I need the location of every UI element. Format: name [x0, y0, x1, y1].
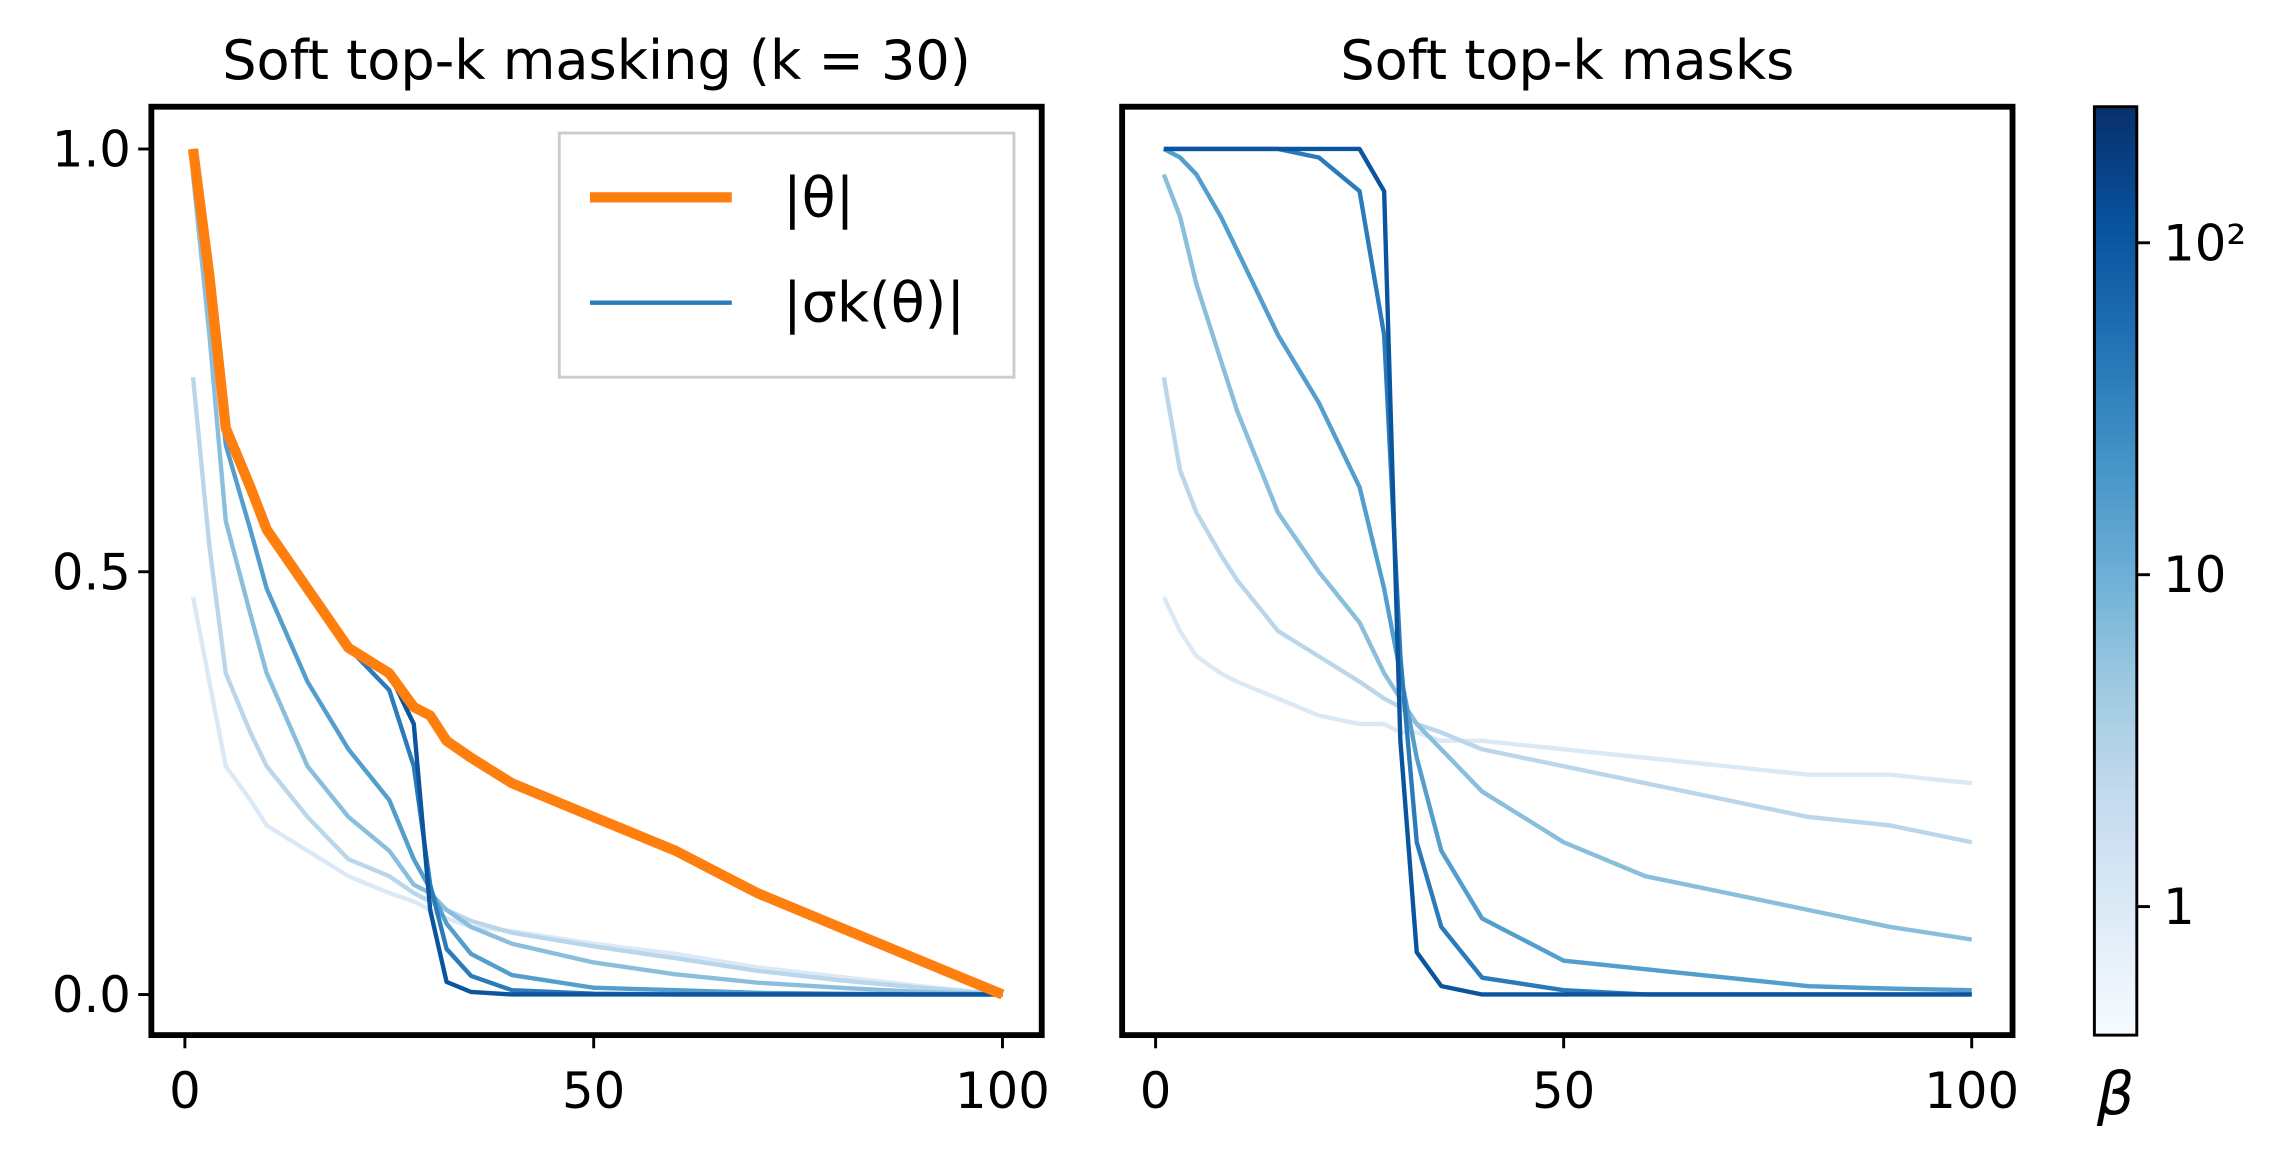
x-tick-label: 0: [169, 1062, 201, 1120]
x-tick-label: 50: [1532, 1062, 1595, 1120]
series-line: [1163, 146, 1972, 997]
series-line: [1162, 147, 1972, 993]
chart-title: Soft top-k masking (k = 30): [222, 29, 971, 92]
y-tick-label: 0.5: [52, 543, 131, 601]
x-tick-label: 100: [1924, 1062, 2019, 1120]
y-tick-label: 1: [2163, 878, 2195, 936]
plot-area: [1161, 146, 1973, 997]
y-tick-label: 10²: [2163, 214, 2246, 272]
x-tick-label: 0: [1140, 1062, 1172, 1120]
x-tick-label: 50: [562, 1062, 625, 1120]
x-tick-label: 100: [955, 1062, 1050, 1120]
y-tick-label: 1.0: [52, 121, 131, 179]
series-line: [1163, 146, 1972, 997]
series-line: [1161, 173, 1973, 942]
series-line: [190, 596, 1003, 997]
legend-box: [557, 131, 1016, 379]
plot-area: [187, 148, 1005, 1000]
colorbar: [2092, 105, 2139, 1037]
axes-frame: [148, 103, 1045, 1039]
series-line: [187, 148, 1005, 1000]
axes-frame: [1119, 103, 2016, 1039]
y-tick-label: 10: [2163, 546, 2226, 604]
series-line: [190, 377, 1003, 997]
legend-label: |θ|: [783, 165, 854, 230]
colorbar-label: β: [2096, 1060, 2134, 1128]
chart-title: Soft top-k masks: [1340, 29, 1794, 92]
y-tick-label: 0.0: [52, 966, 131, 1024]
series-line: [1161, 596, 1972, 786]
legend-label: |σk(θ)|: [783, 271, 965, 336]
